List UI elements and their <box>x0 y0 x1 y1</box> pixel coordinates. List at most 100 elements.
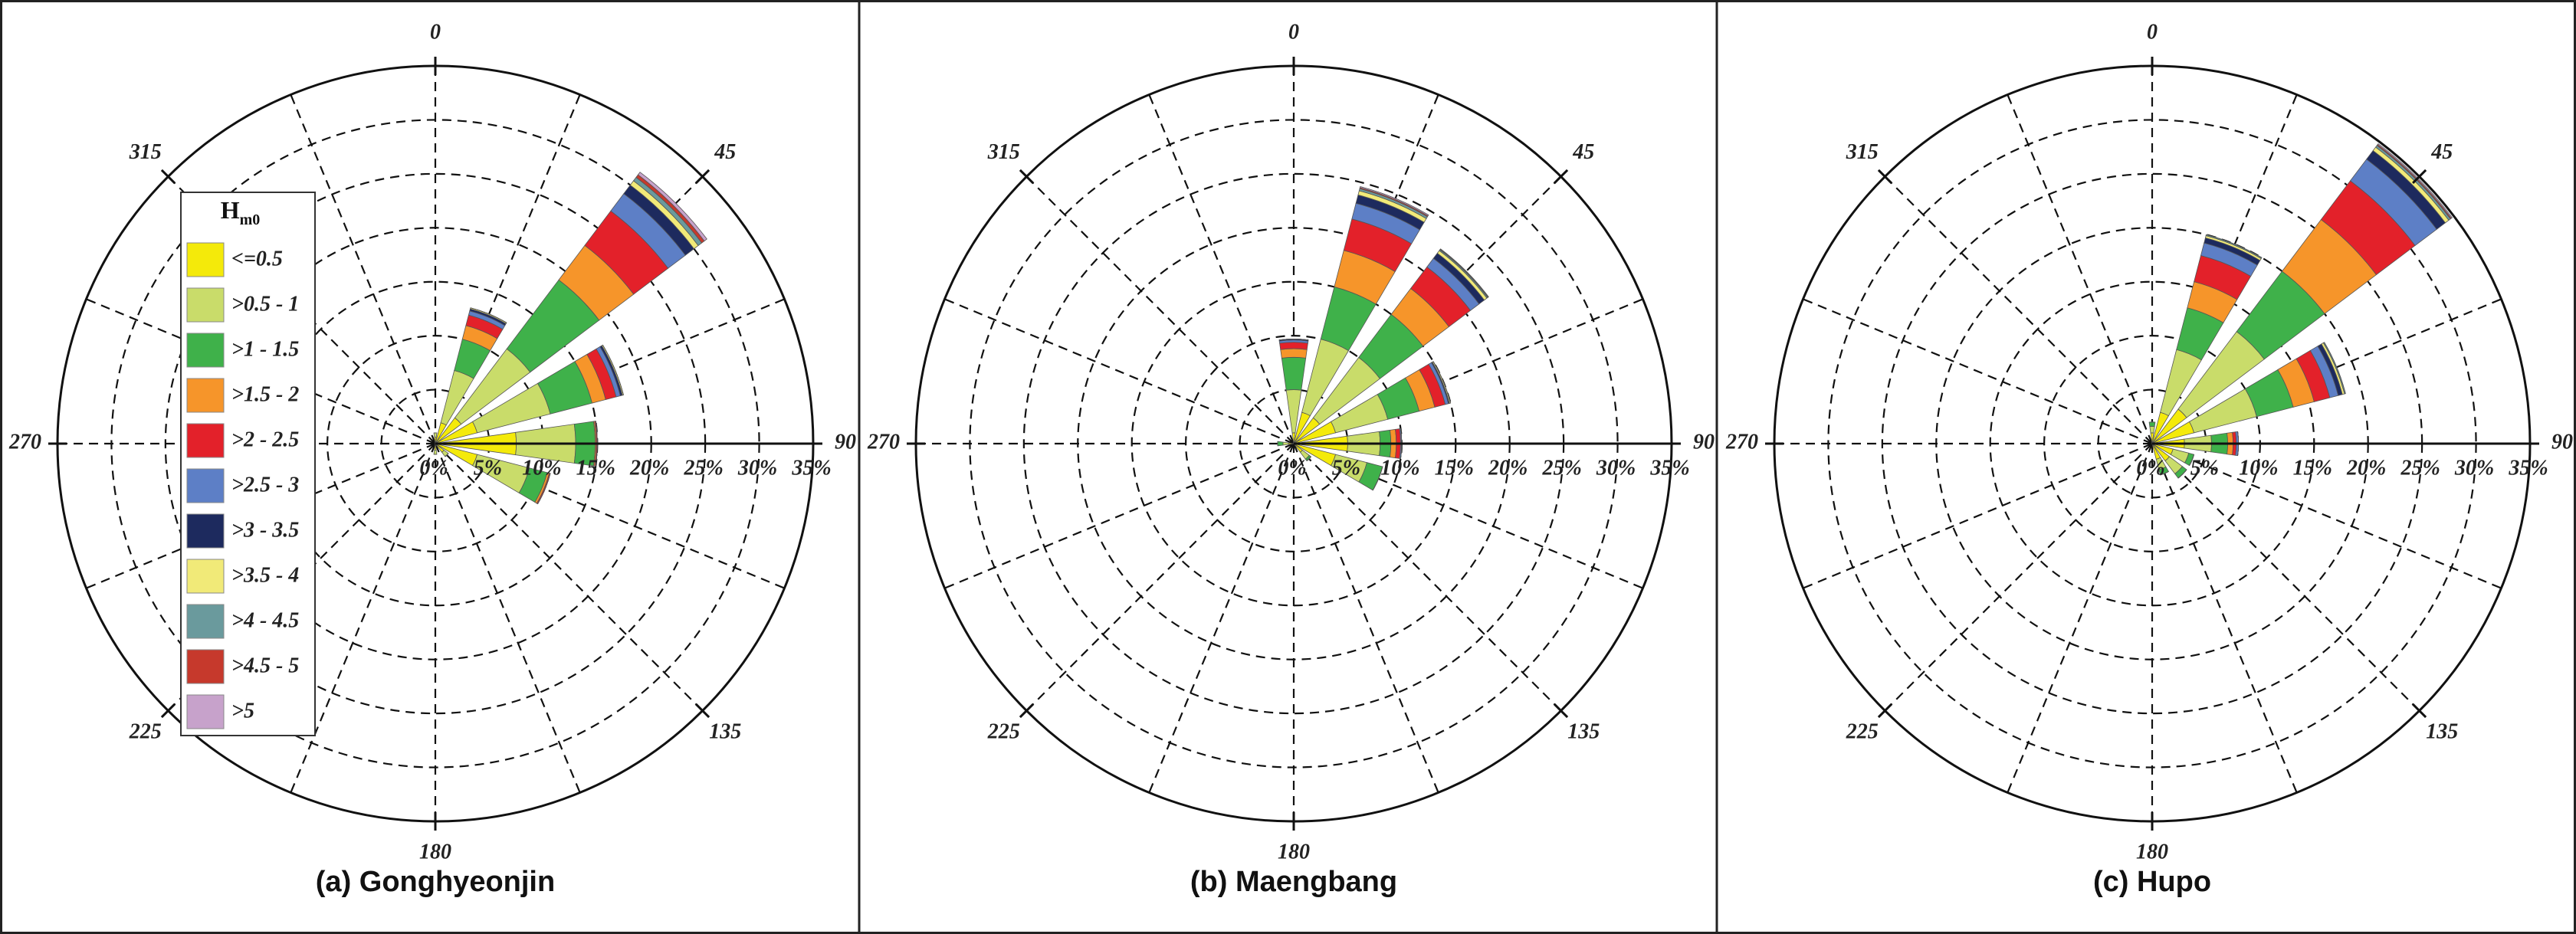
legend-box <box>180 192 316 736</box>
theta-tick <box>1877 703 1892 719</box>
legend-label: >3.5 - 4 <box>231 563 299 587</box>
r-tick-label: 20% <box>2346 456 2386 480</box>
wedge <box>433 432 438 438</box>
grid-spoke <box>2151 443 2298 793</box>
r-tick-label: 5% <box>1332 456 1360 480</box>
theta-tick <box>1554 703 1569 719</box>
wedge <box>1281 356 1307 391</box>
r-tick-label: 35% <box>2508 456 2548 480</box>
r-tick-label: 10% <box>522 456 561 480</box>
r-tick-label: 5% <box>474 456 502 480</box>
grid-spoke <box>290 94 437 444</box>
theta-tick-label: 270 <box>8 430 41 454</box>
grid-spoke <box>1025 175 1295 444</box>
chart-title: (a) Gonghyeonjin <box>316 866 555 898</box>
grid-spoke <box>1148 443 1295 793</box>
r-tick-label: 35% <box>791 456 831 480</box>
grid-spoke <box>1884 175 2153 444</box>
legend-label: <=0.5 <box>231 247 283 270</box>
theta-tick-label: 45 <box>1572 140 1594 164</box>
legend-title: Hm0 <box>221 196 261 228</box>
wedge <box>2377 143 2453 219</box>
theta-tick-label: 270 <box>867 430 900 454</box>
r-tick-label: 15% <box>2293 456 2332 480</box>
r-tick-label: 25% <box>683 456 723 480</box>
grid-spoke <box>1025 443 1295 712</box>
legend-swatch <box>186 649 225 684</box>
theta-tick <box>160 169 176 184</box>
grid-spoke <box>2007 94 2154 444</box>
theta-tick-label: 90 <box>835 430 856 454</box>
wedge <box>1277 441 1284 447</box>
legend-swatch <box>186 559 225 594</box>
r-tick-label: 10% <box>1380 456 1419 480</box>
grid-spoke <box>944 442 1295 589</box>
theta-tick-label: 180 <box>1278 840 1310 864</box>
legend-swatch <box>186 378 225 413</box>
r-tick-label: 30% <box>1596 456 1636 480</box>
grid-spoke <box>1293 443 1562 712</box>
legend-swatch <box>186 333 225 368</box>
legend-title-main: H <box>221 196 240 224</box>
theta-tick-label: 90 <box>1693 430 1715 454</box>
polar-chart: 0 45 90 135 180 225 270 315 0% 5% 10% 15% 20% 25% 30% 3… <box>8 20 856 898</box>
r-tick-label: 25% <box>1541 456 1581 480</box>
theta-tick <box>160 703 176 719</box>
theta-tick <box>1877 169 1892 184</box>
wedge <box>1400 428 1403 459</box>
theta-tick-label: 45 <box>2430 140 2453 164</box>
wedge <box>537 473 551 504</box>
legend-swatch <box>186 694 225 729</box>
r-tick-label: 0% <box>2136 456 2164 480</box>
grid-spoke <box>1148 94 1295 444</box>
chart-title: (b) Maengbang <box>1190 866 1397 898</box>
grid-spoke <box>1292 443 1439 793</box>
legend: Hm0 <=0.5 >0.5 - 1 >1 - 1.5 >1.5 - 2 >2 - 2.5… <box>180 192 316 736</box>
chart-title: (c) Hupo <box>2093 866 2211 898</box>
wedge <box>2177 469 2187 479</box>
theta-tick <box>1019 169 1034 184</box>
theta-tick-label: 225 <box>987 720 1020 744</box>
r-tick-label: 10% <box>2239 456 2278 480</box>
legend-label: >2 - 2.5 <box>231 428 299 451</box>
r-tick-label: 0% <box>1278 456 1306 480</box>
theta-tick-label: 315 <box>129 140 162 164</box>
grid-spoke <box>944 298 1295 445</box>
legend-swatch <box>186 513 225 549</box>
legend-swatch <box>186 468 225 503</box>
theta-tick-label: 180 <box>419 840 451 864</box>
theta-tick-label: 315 <box>1846 140 1879 164</box>
legend-swatch <box>186 287 225 323</box>
wedge <box>595 421 598 467</box>
theta-tick-label: 0 <box>1288 20 1299 44</box>
theta-tick <box>1554 169 1569 184</box>
r-tick-label: 15% <box>1435 456 1474 480</box>
wedge <box>2206 234 2263 258</box>
r-tick-label: 0% <box>419 456 448 480</box>
wedge <box>2148 421 2156 428</box>
wedge <box>2189 454 2194 466</box>
r-tick-label: 15% <box>576 456 615 480</box>
wedge <box>1279 342 1308 350</box>
legend-label: >5 <box>231 699 254 723</box>
polar-chart: 0 45 90 135 180 225 270 315 0% 5% 10% 15% 20% 25% 30% 3… <box>1725 20 2573 898</box>
wedge <box>637 172 707 242</box>
grid-spoke <box>1884 443 2153 712</box>
theta-tick-label: 45 <box>714 140 736 164</box>
theta-tick-label: 135 <box>709 720 741 744</box>
theta-tick <box>695 169 710 184</box>
r-tick-label: 20% <box>1488 456 1528 480</box>
legend-label: >1 - 1.5 <box>231 337 299 361</box>
theta-tick <box>2412 703 2427 719</box>
wedge <box>1282 441 1289 446</box>
legend-label: >0.5 - 1 <box>231 292 299 316</box>
legend-label: >4 - 4.5 <box>231 608 299 632</box>
r-tick-label: 30% <box>2454 456 2494 480</box>
theta-tick-label: 135 <box>2426 720 2458 744</box>
theta-tick-label: 135 <box>1567 720 1600 744</box>
theta-tick <box>695 703 710 719</box>
legend-swatch <box>186 423 225 458</box>
legend-label: >1.5 - 2 <box>231 382 299 406</box>
grid-spoke <box>2151 442 2502 589</box>
